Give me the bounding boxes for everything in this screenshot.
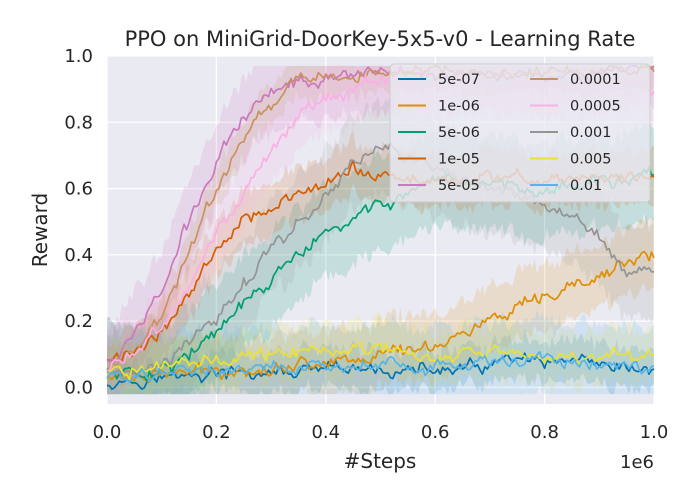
x-tick-label: 0.4 <box>311 422 340 443</box>
chart-title: PPO on MiniGrid-DoorKey-5x5-v0 - Learnin… <box>125 27 636 51</box>
x-tick-label: 0.6 <box>421 422 450 443</box>
series-line-0.001 <box>106 142 655 378</box>
confidence-band-0.0001 <box>107 65 654 394</box>
y-axis-label: Reward <box>28 193 52 267</box>
x-axis-label: #Steps <box>344 449 417 473</box>
x-axis-offset-label: 1e6 <box>620 452 654 473</box>
series-line-0.01 <box>106 350 655 384</box>
x-tick-label: 1.0 <box>640 422 669 443</box>
x-tick-label: 0.8 <box>530 422 559 443</box>
legend-label: 1e-05 <box>438 152 480 168</box>
legend-label: 0.005 <box>570 152 612 168</box>
series-line-0.005 <box>106 341 655 381</box>
legend-label: 5e-06 <box>438 125 480 141</box>
confidence-band-0.005 <box>107 311 654 395</box>
x-tick-label: 0.2 <box>202 422 231 443</box>
y-tick-label: 0.8 <box>64 112 93 133</box>
y-tick-label: 0.4 <box>64 245 93 266</box>
y-tick-label: 0.0 <box>64 377 93 398</box>
legend-label: 5e-05 <box>438 178 480 194</box>
legend-label: 1e-06 <box>438 99 480 115</box>
confidence-band-5e-07 <box>107 327 654 395</box>
y-axis-ticks: 0.0 0.2 0.4 0.6 0.8 1.0 <box>64 46 93 398</box>
legend-label: 0.0005 <box>570 99 621 115</box>
series-line-1e-06 <box>106 250 655 384</box>
series-line-5e-07 <box>106 352 655 391</box>
y-tick-label: 0.6 <box>64 179 93 200</box>
y-tick-label: 0.2 <box>64 311 93 332</box>
confidence-band-1e-06 <box>107 215 654 395</box>
legend-box <box>389 63 651 203</box>
legend-label: 0.01 <box>570 178 602 194</box>
confidence-band-5e-05 <box>107 65 654 395</box>
x-axis-ticks: 0.0 0.2 0.4 0.6 0.8 1.0 <box>93 422 669 443</box>
legend-label: 0.0001 <box>570 72 621 88</box>
legend-label: 5e-07 <box>438 72 480 88</box>
legend: 5e-07 1e-06 5e-06 1e-05 5e-05 0.0001 0.0005 0.0… <box>389 63 651 203</box>
x-tick-label: 0.0 <box>93 422 122 443</box>
legend-label: 0.001 <box>570 125 612 141</box>
y-tick-label: 1.0 <box>64 46 93 67</box>
